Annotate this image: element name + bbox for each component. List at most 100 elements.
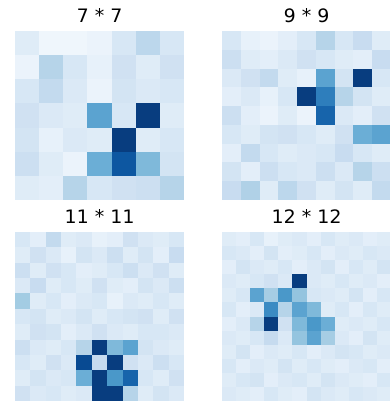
heatmap-cell-r3-c5 xyxy=(136,103,160,128)
heatmap-cell-r5-c11 xyxy=(377,302,390,317)
heatmap-cell-r6-c6 xyxy=(160,176,184,200)
heatmap-cell-r2-c11 xyxy=(377,260,390,274)
heatmap-cell-r0-c4 xyxy=(112,31,136,55)
heatmap-cell-r10-c7 xyxy=(123,386,138,401)
heatmap-cell-r4-c5 xyxy=(136,128,160,152)
heatmap-cell-r1-c0 xyxy=(15,55,39,79)
heatmap-cell-r8-c7 xyxy=(353,181,372,200)
heatmap-cell-r7-c3 xyxy=(61,340,76,355)
heatmap-cell-r3-c9 xyxy=(349,274,363,288)
heatmap-cell-r1-c3 xyxy=(87,55,112,79)
heatmap-cell-r9-c11 xyxy=(377,359,390,373)
heatmap-cell-r10-c1 xyxy=(236,373,250,387)
heatmap-cell-r6-c10 xyxy=(169,324,184,340)
heatmap-cell-r4-c2 xyxy=(250,288,264,302)
heatmap-cell-r9-c5 xyxy=(92,370,107,386)
heatmap-cell-r9-c0 xyxy=(222,359,236,373)
heatmap-cell-r10-c10 xyxy=(169,386,184,401)
heatmap-cell-r3-c5 xyxy=(92,278,107,293)
heatmap-cell-r11-c3 xyxy=(264,387,278,401)
heatmap-cell-r3-c4 xyxy=(297,87,316,106)
heatmap-cell-r1-c9 xyxy=(153,247,169,263)
heatmap-cell-r3-c3 xyxy=(61,278,76,293)
heatmap-cell-r1-c2 xyxy=(63,55,87,79)
heatmap-cell-r3-c7 xyxy=(321,274,335,288)
heatmap-cell-r5-c5 xyxy=(316,125,335,144)
heatmap-cell-r2-c1 xyxy=(241,69,260,87)
heatmap-cell-r4-c4 xyxy=(278,288,292,302)
heatmap-cell-r1-c10 xyxy=(363,246,377,260)
heatmap-cell-r5-c8 xyxy=(335,302,349,317)
heatmap-cell-r4-c1 xyxy=(30,293,46,309)
heatmap-cell-r0-c10 xyxy=(169,232,184,247)
heatmap-cell-r3-c6 xyxy=(160,103,184,128)
heatmap-cell-r6-c9 xyxy=(153,324,169,340)
heatmap-cell-r11-c6 xyxy=(307,387,321,401)
heatmap-cell-r1-c9 xyxy=(349,246,363,260)
heatmap-cell-r5-c3 xyxy=(278,125,297,144)
heatmap-cell-r3-c2 xyxy=(260,87,278,106)
heatmap-cell-r8-c6 xyxy=(307,345,321,359)
heatmap-cell-r4-c8 xyxy=(138,293,153,309)
heatmap-cell-r1-c3 xyxy=(278,50,297,69)
heatmap-cell-r2-c5 xyxy=(136,79,160,103)
heatmap-cell-r2-c4 xyxy=(76,263,92,278)
heatmap-cell-r0-c0 xyxy=(15,31,39,55)
heatmap-cell-r0-c10 xyxy=(363,232,377,246)
heatmap-cell-r10-c10 xyxy=(363,373,377,387)
heatmap-cell-r4-c2 xyxy=(46,293,61,309)
heatmap-cell-r1-c6 xyxy=(160,55,184,79)
heatmap-cell-r2-c8 xyxy=(372,69,390,87)
heatmap-cell-r1-c7 xyxy=(353,50,372,69)
heatmap-cell-r4-c5 xyxy=(292,288,307,302)
heatmap-cell-r4-c2 xyxy=(260,106,278,125)
heatmap-cell-r11-c5 xyxy=(292,387,307,401)
heatmap-cell-r5-c9 xyxy=(349,302,363,317)
heatmap-cell-r5-c4 xyxy=(76,309,92,324)
heatmap-cell-r9-c0 xyxy=(15,370,30,386)
heatmap-cell-r1-c5 xyxy=(92,247,107,263)
heatmap-cell-r9-c6 xyxy=(107,370,123,386)
heatmap-cell-r9-c3 xyxy=(61,370,76,386)
heatmap-cell-r4-c6 xyxy=(160,128,184,152)
heatmap-cell-r8-c0 xyxy=(222,345,236,359)
heatmap-cell-r3-c3 xyxy=(278,87,297,106)
panel-title: 12 * 12 xyxy=(271,206,342,228)
heatmap-cell-r2-c9 xyxy=(349,260,363,274)
heatmap-cell-r5-c4 xyxy=(297,125,316,144)
heatmap-cell-r1-c2 xyxy=(46,247,61,263)
heatmap-cell-r10-c0 xyxy=(222,373,236,387)
heatmap-cell-r3-c1 xyxy=(30,278,46,293)
panel-title: 9 * 9 xyxy=(283,5,330,27)
heatmap-cell-r5-c5 xyxy=(92,309,107,324)
heatmap-cell-r4-c0 xyxy=(222,288,236,302)
heatmap-cell-r0-c3 xyxy=(87,31,112,55)
heatmap-cell-r11-c10 xyxy=(363,387,377,401)
heatmap-cell-r7-c4 xyxy=(76,340,92,355)
heatmap-cell-r2-c7 xyxy=(321,260,335,274)
heatmap-cell-r4-c11 xyxy=(377,288,390,302)
heatmap-cell-r2-c10 xyxy=(363,260,377,274)
heatmap-cell-r2-c1 xyxy=(39,79,63,103)
heatmap-cell-r3-c0 xyxy=(222,274,236,288)
heatmap-cell-r7-c4 xyxy=(297,162,316,181)
heatmap-cell-r2-c3 xyxy=(264,260,278,274)
heatmap-cell-r5-c7 xyxy=(353,125,372,144)
heatmap-cell-r6-c4 xyxy=(76,324,92,340)
heatmap-cell-r6-c5 xyxy=(92,324,107,340)
heatmap-cell-r0-c8 xyxy=(138,232,153,247)
heatmap-cell-r5-c0 xyxy=(15,152,39,176)
heatmap-cell-r0-c9 xyxy=(153,232,169,247)
heatmap-cell-r1-c2 xyxy=(260,50,278,69)
heatmap-cell-r8-c9 xyxy=(349,345,363,359)
heatmap-cell-r1-c7 xyxy=(123,247,138,263)
heatmap-cell-r6-c6 xyxy=(307,317,321,331)
heatmap-cell-r9-c8 xyxy=(335,359,349,373)
heatmap-cell-r9-c1 xyxy=(30,370,46,386)
heatmap-cell-r0-c7 xyxy=(321,232,335,246)
heatmap-cell-r4-c6 xyxy=(107,293,123,309)
heatmap-cell-r1-c4 xyxy=(278,246,292,260)
heatmap-cell-r10-c11 xyxy=(377,373,390,387)
heatmap-cell-r0-c6 xyxy=(307,232,321,246)
heatmap-cell-r2-c10 xyxy=(169,263,184,278)
